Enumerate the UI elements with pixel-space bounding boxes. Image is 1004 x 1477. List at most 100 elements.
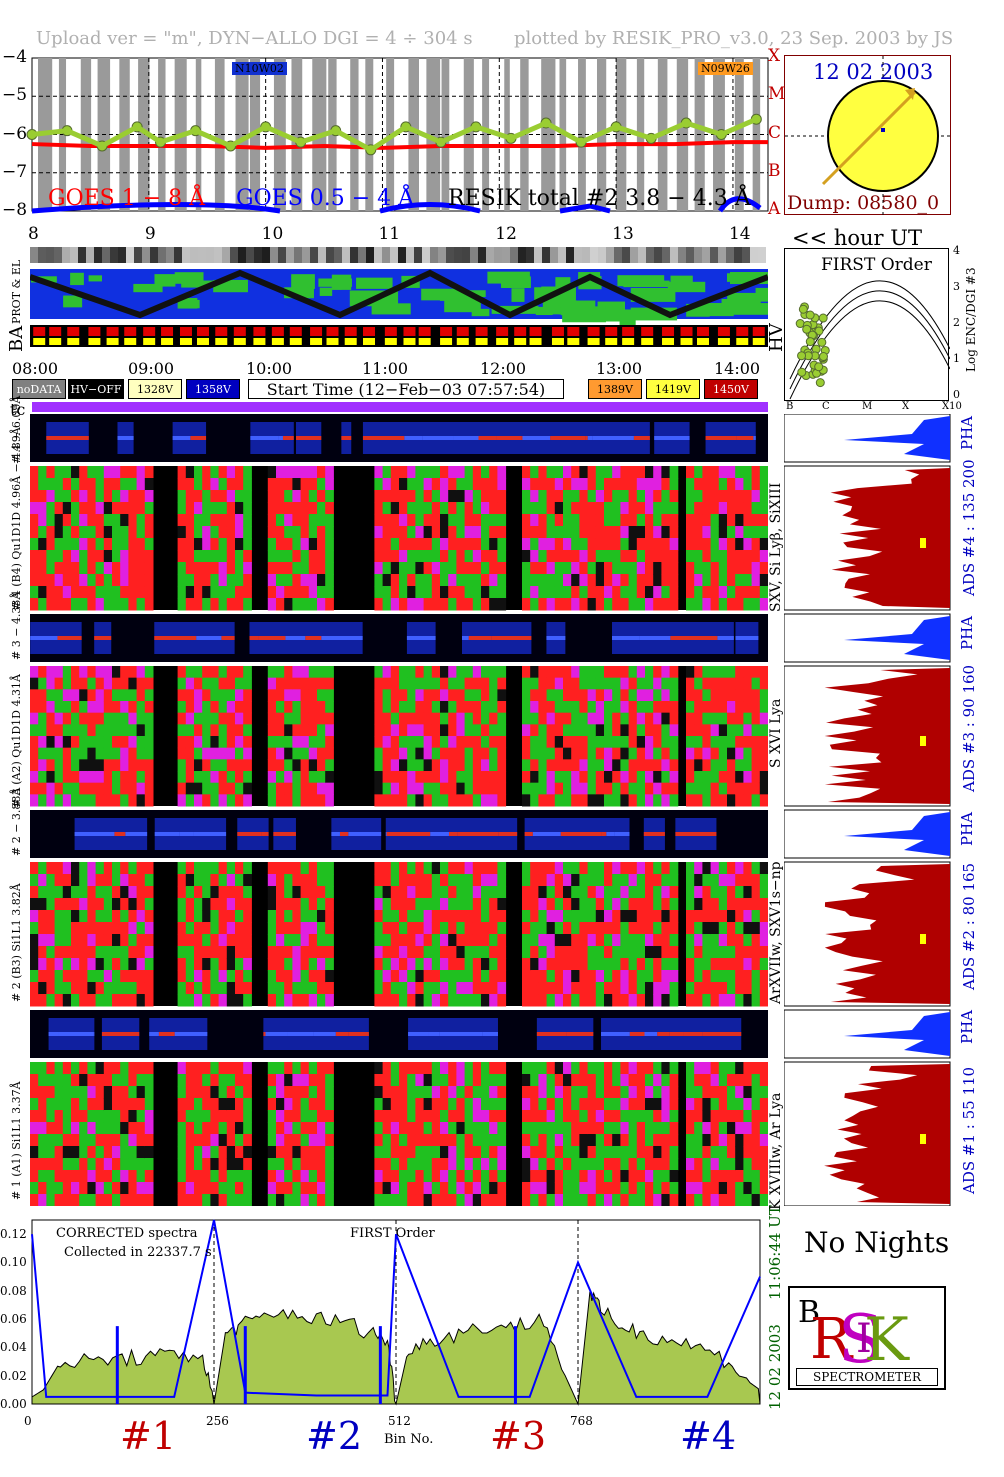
ads-label: ADS #4 : 135 200 [960, 459, 978, 596]
spectrogram-stack [30, 414, 768, 1206]
badge-1358v: 1358V [186, 379, 240, 399]
badge-1328v: 1328V [128, 379, 182, 399]
series-resik-line [31, 116, 758, 153]
hour-label: 09:00 [128, 359, 175, 378]
svg-text:I: I [856, 1316, 872, 1362]
goes-xtick: 11 [378, 224, 401, 244]
first-order-ytick: 3 [953, 280, 960, 293]
region-b-code: N09W26 [698, 62, 753, 75]
first-order-point [805, 310, 815, 320]
ads-label: ADS #1 : 55 110 [960, 1066, 978, 1194]
ads-label: ADS #2 : 80 165 [960, 862, 978, 990]
first-order-title: FIRST Order [821, 255, 932, 275]
start-time: Start Time (12−Feb−03 07:57:54) [248, 379, 564, 399]
first-order-point [805, 337, 815, 347]
badge-nodata: noDATA [12, 379, 66, 399]
channel-main-label: # 1 (A1) Si1L1 3.37Å [10, 1081, 23, 1200]
bin-no-label: Bin No. [384, 1432, 434, 1447]
sun-disk-icon [785, 56, 952, 216]
goes-ytick: −4 [2, 47, 28, 67]
spectrum-pha-line [31, 1219, 761, 1398]
first-order-xtick: M [862, 401, 873, 412]
spectrum-first-order: FIRST Order [350, 1226, 435, 1241]
series-goes05-line [31, 196, 762, 214]
spectrum-xtick: 0 [24, 1414, 32, 1428]
channel-main-label: # 4 (B4) Qu1D1D 4.96Å − 4.89Å [10, 427, 23, 610]
header-right: plotted by RESIK_PRO_v3.0, 23 Sep. 2003 … [514, 28, 954, 49]
no-nights-label: No Nights [804, 1226, 950, 1259]
goes-class-letter: B [768, 160, 781, 181]
first-order-panel: FIRST Order [784, 248, 950, 401]
legend-goes1: GOES 1 − 8 Å [48, 186, 206, 211]
goes-flux-chart [26, 57, 769, 214]
goes-class-letter: M [768, 84, 786, 105]
first-order-point [798, 304, 808, 314]
prot-el-label: PROT & EL [10, 259, 23, 324]
goes-class-letter: X [768, 46, 781, 66]
header-left: Upload ver = "m", DYN−ALLO DGI = 4 ÷ 304… [36, 28, 473, 49]
goes-class-letter: C [768, 122, 782, 143]
hour-ut-label: << hour UT [792, 226, 922, 250]
hour-label: 12:00 [480, 359, 527, 378]
goes-ytick: −6 [2, 123, 28, 144]
line-id-label: SXV, Si Lyβ, SiXIII [768, 482, 784, 612]
first-order-point [817, 337, 827, 347]
resik-logo: B R S K I SPECTROMETER [788, 1286, 946, 1390]
first-order-point [815, 378, 825, 388]
pha-ads-panels [784, 414, 951, 1206]
channel-tag-1: #1 [120, 1414, 177, 1458]
pha-label: PHA [958, 615, 976, 650]
goes-class-letter: A [768, 199, 781, 219]
hour-label: 08:00 [12, 359, 59, 378]
spectrum-xtick: 256 [206, 1414, 229, 1428]
line-id-label: ArXVIIw, SXV1s−np [768, 861, 784, 1004]
first-order-point [814, 362, 824, 372]
tc-bar [32, 402, 768, 412]
first-order-ytick: 4 [953, 244, 960, 257]
channel-pha-label: # 3 − 4.33Å [10, 591, 23, 660]
goes-ytick: −8 [2, 200, 28, 220]
corrected-label: CORRECTED spectra [56, 1226, 198, 1241]
channel-tag-4: #4 [680, 1414, 737, 1458]
badge-hv-off: HV−OFF [68, 379, 124, 399]
sun-dump: Dump: 08580_0 [787, 192, 940, 214]
pha-label: PHA [958, 415, 976, 450]
spectrum-ytick: 0.08 [0, 1283, 27, 1298]
hour-label: 11:00 [362, 359, 409, 378]
goes-xtick: 8 [28, 224, 39, 244]
hour-label: 14:00 [714, 359, 761, 378]
tc-label: tc [10, 400, 26, 419]
first-order-ytick: 2 [953, 316, 960, 329]
badge-1450v: 1450V [704, 379, 758, 399]
first-order-xtick: X [902, 401, 910, 412]
side-date: 12 02 2003 [766, 1324, 784, 1410]
legend-resik: RESIK total #2 3.8 − 4.3 Å [448, 186, 751, 211]
pha-label: PHA [958, 1009, 976, 1044]
first-order-ylabel: Log ENC/DGI #3 [964, 267, 978, 372]
spectrum-ytick: 0.02 [0, 1368, 27, 1383]
line-id-label: K XVIIIw, Ar Lya [768, 1092, 784, 1210]
first-order-point [797, 351, 807, 361]
goes-xtick: 12 [495, 224, 517, 244]
prot-ba-strips [30, 247, 768, 347]
ba-label: BA [6, 325, 27, 352]
first-order-xtick: X10 [942, 401, 962, 412]
goes-ytick: −7 [2, 161, 28, 182]
svg-text:B: B [798, 1295, 820, 1330]
pha-label: PHA [958, 811, 976, 846]
region-a-code: N10W02 [232, 62, 287, 75]
goes-xtick: 14 [728, 224, 751, 244]
spectrum-ytick: 0.04 [0, 1340, 27, 1355]
hour-label: 10:00 [246, 359, 293, 378]
first-order-point [802, 324, 812, 334]
sun-panel: 12 02 2003 Dump: 08580_0 [784, 55, 952, 216]
line-id-label: S XVI Lya [768, 698, 784, 768]
ads-label: ADS #3 : 90 160 [960, 664, 978, 792]
goes-ytick: −5 [2, 85, 28, 106]
spectrum-ytick: 0.12 [0, 1227, 27, 1242]
side-time: 11:06:44 UT [766, 1205, 784, 1300]
hour-label: 13:00 [596, 359, 643, 378]
svg-text:R: R [810, 1307, 854, 1372]
spectrum-ytick: 0.00 [0, 1397, 27, 1411]
spectrum-chart [31, 1219, 761, 1406]
